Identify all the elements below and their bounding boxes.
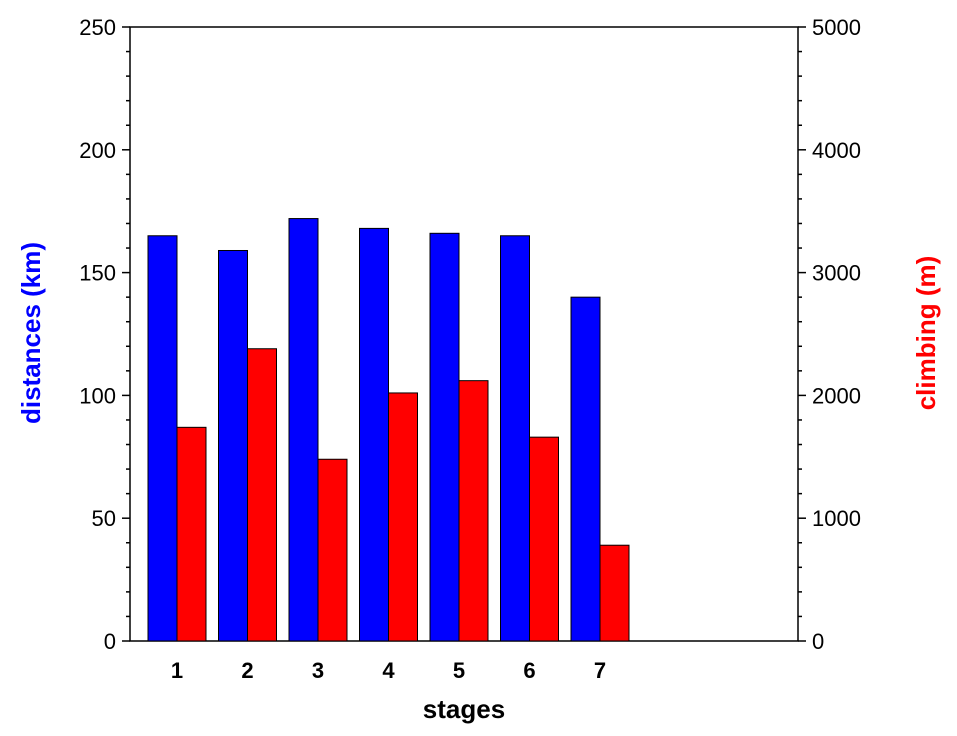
climbing-bar-stage-7 (599, 544, 630, 642)
left-tick-label: 200 (79, 138, 116, 163)
right-tick-label: 5000 (812, 15, 861, 40)
category-labels: 1 2 3 4 5 6 7 (171, 658, 606, 683)
left-tick-label: 150 (79, 261, 116, 286)
category-label-7: 7 (594, 658, 606, 683)
right-tick-label: 4000 (812, 138, 861, 163)
distance-bar-stage-6 (500, 235, 530, 642)
right-axis-title: climbing (m) (911, 256, 941, 411)
distance-bar-stage-1 (147, 235, 178, 642)
climbing-bar-stage-4 (388, 392, 418, 642)
left-tick-label: 250 (79, 15, 116, 40)
bars-group (147, 218, 630, 642)
distance-bar-stage-5 (429, 232, 460, 642)
left-tick-label: 50 (92, 506, 116, 531)
climbing-bar-stage-1 (176, 426, 207, 642)
category-label-5: 5 (453, 658, 465, 683)
right-tick-label: 3000 (812, 261, 861, 286)
right-tick-label: 2000 (812, 383, 861, 408)
climbing-bar-stage-3 (317, 458, 348, 642)
category-label-6: 6 (523, 658, 535, 683)
distance-bar-stage-4 (359, 227, 389, 642)
climbing-bar-stage-5 (458, 380, 489, 642)
category-label-4: 4 (382, 658, 395, 683)
right-axis-ticks: 0 1000 2000 3000 4000 5000 (798, 15, 861, 654)
left-tick-label: 100 (79, 383, 116, 408)
climbing-bar-stage-2 (247, 348, 277, 642)
distance-bar-stage-2 (218, 249, 248, 642)
left-axis-title: distances (km) (16, 242, 46, 424)
right-tick-label: 1000 (812, 506, 861, 531)
right-tick-label: 0 (812, 629, 824, 654)
distance-bar-stage-7 (570, 296, 601, 642)
category-label-1: 1 (171, 658, 183, 683)
left-axis-ticks: 0 50 100 150 200 250 (79, 15, 130, 654)
category-label-2: 2 (241, 658, 253, 683)
climbing-bar-stage-6 (529, 436, 559, 642)
distance-bar-stage-3 (288, 218, 319, 642)
category-label-3: 3 (312, 658, 324, 683)
x-axis-title: stages (423, 694, 505, 724)
left-tick-label: 0 (104, 629, 116, 654)
